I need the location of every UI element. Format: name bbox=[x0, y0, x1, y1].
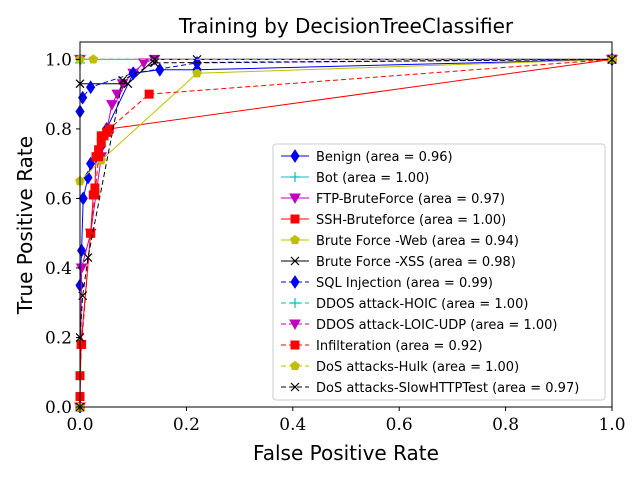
legend-label: DDOS attack-LOIC-UDP (area = 1.00) bbox=[316, 318, 557, 333]
legend-swatch-marker bbox=[290, 172, 300, 182]
data-point bbox=[106, 100, 118, 111]
x-tick-label: 0.4 bbox=[279, 415, 306, 435]
legend-label: DDOS attack-HOIC (area = 1.00) bbox=[316, 297, 528, 312]
data-point bbox=[86, 80, 96, 95]
series-line bbox=[79, 58, 612, 407]
series-11 bbox=[75, 54, 617, 412]
data-point bbox=[77, 339, 87, 349]
legend-swatch-marker bbox=[290, 382, 300, 392]
legend-item: DDOS attack-HOIC (area = 1.00) bbox=[281, 297, 528, 312]
legend-swatch-marker bbox=[290, 234, 300, 245]
legend-swatch-marker bbox=[290, 214, 300, 224]
legend-swatch-marker bbox=[289, 319, 301, 331]
legend-swatch-marker bbox=[290, 298, 300, 308]
legend-item: Benign (area = 0.96) bbox=[281, 149, 453, 165]
legend-item: SQL Injection (area = 0.99) bbox=[281, 275, 493, 291]
x-tick-label: 0.0 bbox=[66, 415, 93, 435]
y-tick-label: 0.2 bbox=[45, 328, 72, 348]
data-point bbox=[137, 58, 150, 69]
legend-label: SSH-Bruteforce (area = 1.00) bbox=[316, 213, 506, 228]
legend-box bbox=[272, 143, 606, 401]
legend-swatch-marker bbox=[290, 149, 300, 163]
legend-label: DoS attacks-Hulk (area = 1.00) bbox=[316, 360, 519, 375]
data-point bbox=[150, 58, 159, 68]
legend-item: Brute Force -Web (area = 0.94) bbox=[281, 234, 519, 249]
legend-label: SQL Injection (area = 0.99) bbox=[316, 276, 493, 291]
y-axis-label: True Positive Rate bbox=[13, 136, 37, 315]
x-tick-label: 0.2 bbox=[173, 415, 200, 435]
legend-label: Infilteration (area = 0.92) bbox=[316, 339, 483, 354]
x-tick-label: 1.0 bbox=[598, 415, 625, 435]
axis-ticks: 0.0 0.2 0.4 0.6 0.8 1.0 0.0 0.2 0.4 0.6 0.8 1.0 bbox=[45, 50, 626, 435]
chart-title: Training by DecisionTreeClassifier bbox=[178, 14, 514, 38]
y-tick-label: 0.4 bbox=[45, 259, 72, 279]
legend-item: DDOS attack-LOIC-UDP (area = 1.00) bbox=[281, 318, 557, 333]
y-tick-label: 1.0 bbox=[45, 50, 72, 70]
x-tick-label: 0.8 bbox=[492, 415, 519, 435]
legend-label: Brute Force -XSS (area = 0.98) bbox=[316, 255, 516, 270]
data-point bbox=[192, 68, 202, 78]
legend-label: Bot (area = 1.00) bbox=[316, 171, 429, 186]
data-point bbox=[90, 190, 100, 200]
legend-label: FTP-BruteForce (area = 0.97) bbox=[316, 192, 505, 207]
data-point bbox=[128, 66, 138, 81]
legend-swatch-marker bbox=[290, 275, 300, 289]
data-point bbox=[150, 54, 159, 64]
legend-label: Brute Force -Web (area = 0.94) bbox=[316, 234, 519, 249]
legend-swatch-marker bbox=[290, 340, 300, 350]
legend-swatch-marker bbox=[290, 256, 300, 266]
y-tick-label: 0.0 bbox=[45, 398, 72, 418]
data-point bbox=[78, 191, 88, 206]
data-point bbox=[96, 131, 106, 141]
legend-item: SSH-Bruteforce (area = 1.00) bbox=[281, 213, 506, 228]
data-point bbox=[94, 152, 104, 162]
data-point bbox=[123, 79, 133, 89]
data-point bbox=[88, 54, 99, 64]
data-point bbox=[144, 89, 154, 99]
y-tick-label: 0.6 bbox=[45, 189, 72, 209]
legend-item: Infilteration (area = 0.92) bbox=[281, 339, 483, 354]
legend-item: Brute Force -XSS (area = 0.98) bbox=[281, 255, 516, 270]
legend-label: Benign (area = 0.96) bbox=[316, 150, 453, 165]
legend-swatch-marker bbox=[289, 193, 301, 205]
data-point bbox=[83, 253, 93, 262]
legend-label: DoS attacks-SlowHTTPTest (area = 0.97) bbox=[316, 381, 579, 396]
data-point bbox=[86, 228, 96, 238]
data-point bbox=[118, 75, 127, 85]
x-axis-label: False Positive Rate bbox=[253, 441, 439, 465]
legend-swatch-marker bbox=[290, 360, 300, 371]
legend-item: DoS attacks-SlowHTTPTest (area = 0.97) bbox=[281, 381, 579, 396]
y-tick-label: 0.8 bbox=[45, 120, 72, 140]
x-tick-label: 0.6 bbox=[386, 415, 413, 435]
legend-item: DoS attacks-Hulk (area = 1.00) bbox=[281, 360, 519, 375]
plot-frame bbox=[79, 41, 613, 408]
legend-item: FTP-BruteForce (area = 0.97) bbox=[281, 192, 505, 207]
legend: Benign (area = 0.96) Bot (area = 1.00) FTP… bbox=[272, 143, 606, 401]
legend-item: Bot (area = 1.00) bbox=[281, 171, 429, 186]
